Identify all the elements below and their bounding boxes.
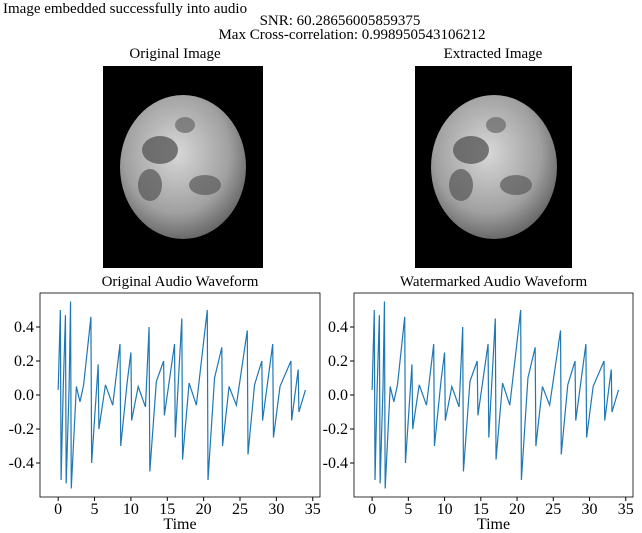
x-tick-label: 35 — [305, 501, 321, 518]
chart-title: Watermarked Audio Waveform — [400, 274, 588, 290]
x-tick-label: 10 — [437, 501, 453, 518]
x-axis-label: Time — [163, 516, 196, 533]
y-tick-label: -0.4 — [9, 455, 34, 472]
y-tick-label: 0.0 — [14, 387, 34, 404]
y-tick-label: 0.4 — [14, 319, 34, 336]
x-tick-label: 0 — [368, 501, 376, 518]
x-tick-label: 25 — [545, 501, 561, 518]
original-image — [103, 66, 263, 268]
x-tick-label: 10 — [123, 501, 139, 518]
chart-title: Original Audio Waveform — [102, 274, 259, 290]
extracted-image — [415, 66, 572, 268]
x-tick-label: 0 — [54, 501, 62, 518]
y-tick-label: 0.2 — [14, 353, 34, 370]
status-line: Image embedded successfully into audio — [3, 1, 247, 17]
x-tick-label: 20 — [509, 501, 525, 518]
x-tick-label: 5 — [91, 501, 99, 518]
x-axis-label: Time — [477, 516, 510, 533]
x-tick-label: 30 — [268, 501, 284, 518]
page: Image embedded successfully into audio S… — [0, 0, 642, 533]
x-tick-label: 35 — [618, 501, 634, 518]
x-tick-label: 30 — [582, 501, 598, 518]
correlation-line: Max Cross-correlation: 0.998950543106212 — [218, 27, 485, 43]
y-tick-label: 0.0 — [328, 387, 348, 404]
y-tick-label: 0.4 — [328, 319, 348, 336]
image-title: Original Image — [129, 46, 221, 62]
y-tick-label: -0.2 — [9, 421, 34, 438]
waveform-line — [58, 302, 305, 489]
y-tick-label: -0.4 — [323, 455, 348, 472]
waveform-line — [372, 302, 618, 489]
y-tick-label: -0.2 — [323, 421, 348, 438]
x-tick-label: 25 — [232, 501, 248, 518]
figure: Image embedded successfully into audio S… — [0, 0, 642, 533]
image-title: Extracted Image — [444, 46, 543, 62]
y-tick-label: 0.2 — [328, 353, 348, 370]
x-tick-label: 20 — [196, 501, 212, 518]
x-tick-label: 5 — [404, 501, 412, 518]
